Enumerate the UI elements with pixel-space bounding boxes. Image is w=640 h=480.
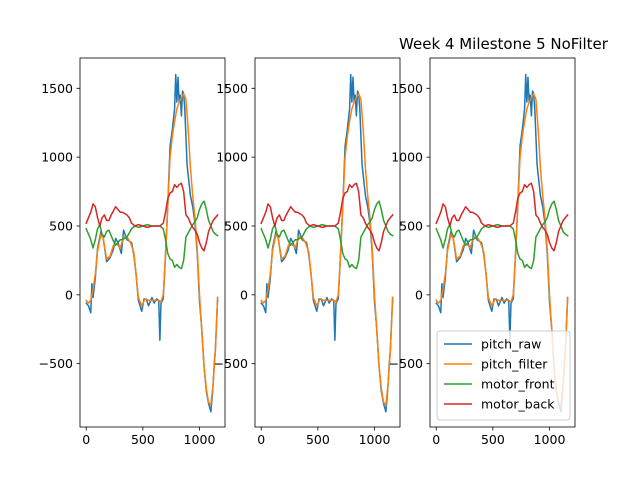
y-tick-label: 500 bbox=[399, 218, 423, 233]
chart-title: Week 4 Milestone 5 NoFilter bbox=[399, 35, 609, 53]
y-tick-label: 1500 bbox=[216, 81, 248, 96]
series-lines bbox=[260, 73, 394, 413]
y-tick-label: −500 bbox=[214, 356, 248, 371]
series-line-motor_back bbox=[85, 182, 219, 252]
y-tick-label: 1000 bbox=[391, 150, 423, 165]
legend-entry: pitch_raw bbox=[444, 337, 541, 352]
y-tick-label: 500 bbox=[49, 218, 73, 233]
x-tick-label: 0 bbox=[82, 432, 90, 447]
x-tick-label: 0 bbox=[432, 432, 440, 447]
axes-frame bbox=[429, 57, 576, 428]
series-line-pitch_filter bbox=[260, 93, 394, 406]
legend-label: motor_front bbox=[481, 377, 555, 392]
legend-box bbox=[436, 330, 571, 421]
x-tick-label: 1000 bbox=[534, 432, 566, 447]
series-lines bbox=[435, 73, 569, 413]
legend-entry: motor_front bbox=[444, 377, 555, 392]
y-tick-label: −500 bbox=[39, 356, 73, 371]
x-tick-label: 1000 bbox=[184, 432, 216, 447]
series-line-pitch_filter bbox=[85, 93, 219, 406]
legend: pitch_raw pitch_filter motor_front motor_ba… bbox=[436, 330, 571, 421]
subplot-1: 0 500 1000 −500 0 500 1000 1500 bbox=[39, 57, 226, 447]
x-tick-label: 0 bbox=[257, 432, 265, 447]
x-tick-label: 1000 bbox=[359, 432, 391, 447]
subplot-3: 0 500 1000 −500 0 500 1000 1500 Week 4 Milestone… bbox=[389, 35, 609, 447]
series-line-motor_back bbox=[435, 182, 569, 252]
axes-frame bbox=[254, 57, 401, 428]
legend-label: pitch_raw bbox=[481, 337, 541, 352]
legend-label: motor_back bbox=[481, 397, 555, 412]
y-tick-label: 500 bbox=[224, 218, 248, 233]
x-tick-label: 500 bbox=[306, 432, 330, 447]
axes-frame bbox=[79, 57, 226, 428]
series-line-motor_back bbox=[260, 182, 394, 252]
subplot-2: 0 500 1000 −500 0 500 1000 1500 bbox=[214, 57, 401, 447]
y-tick-label: 1500 bbox=[391, 81, 423, 96]
y-tick-label: 0 bbox=[65, 287, 73, 302]
x-tick-label: 500 bbox=[481, 432, 505, 447]
legend-entry: motor_back bbox=[444, 397, 555, 412]
series-lines bbox=[85, 73, 219, 413]
x-tick-label: 500 bbox=[131, 432, 155, 447]
y-tick-label: −500 bbox=[389, 356, 423, 371]
subplots: 0 500 1000 −500 0 500 1000 1500 0 500 1000 −500 0 500… bbox=[39, 35, 609, 447]
y-tick-label: 1500 bbox=[41, 81, 73, 96]
legend-label: pitch_filter bbox=[481, 357, 548, 372]
legend-entry: pitch_filter bbox=[444, 357, 548, 372]
series-line-pitch_filter bbox=[435, 93, 569, 406]
y-tick-label: 0 bbox=[240, 287, 248, 302]
y-tick-label: 1000 bbox=[41, 150, 73, 165]
y-tick-label: 1000 bbox=[216, 150, 248, 165]
y-tick-label: 0 bbox=[415, 287, 423, 302]
